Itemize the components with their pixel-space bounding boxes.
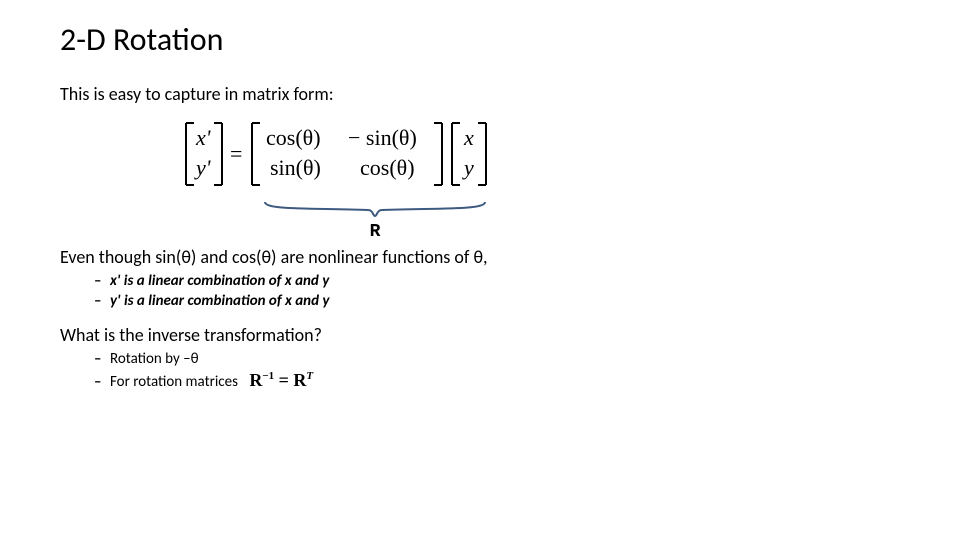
matrix-bracket-right (434, 123, 442, 185)
inverse-eq: R−1 = RT (249, 370, 313, 390)
equals-sign: = (230, 141, 242, 166)
m21: sin(θ) (270, 155, 321, 180)
bullet-1b: –y' is a linear combination of x and y (94, 292, 900, 310)
nonlinear-text: Even though sin(θ) and cos(θ) are nonlin… (60, 246, 900, 268)
m12: − sin(θ) (348, 125, 417, 150)
matrix-equation: x' y' = cos(θ) − sin(θ) sin(θ) c (180, 115, 540, 193)
lhs-bracket-right (214, 123, 222, 185)
lhs-top: x' (195, 125, 211, 150)
bullet-1a: –x' is a linear combination of x and y (94, 272, 900, 290)
bullets-2: –Rotation by –θ –For rotation matrices R… (94, 350, 900, 391)
rhs-top: x (463, 125, 474, 150)
bullet-2b: –For rotation matrices R−1 = RT (94, 370, 900, 391)
lhs-bot: y' (194, 155, 211, 180)
inverse-question: What is the inverse transformation? (60, 324, 900, 346)
matrix-bracket-left (252, 123, 260, 185)
intro-text: This is easy to capture in matrix form: (60, 83, 900, 105)
lhs-bracket-left (186, 123, 194, 185)
bullets-1: –x' is a linear combination of x and y –… (94, 272, 900, 310)
rhs-bracket-right (478, 123, 486, 185)
slide-title: 2-D Rotation (60, 20, 900, 59)
bullet-2a: –Rotation by –θ (94, 350, 900, 368)
rhs-bracket-left (452, 123, 460, 185)
underbrace: R (260, 199, 490, 242)
m11: cos(θ) (266, 125, 321, 150)
rhs-bot: y (462, 155, 474, 180)
m22: cos(θ) (360, 155, 415, 180)
brace-label: R (260, 222, 490, 242)
